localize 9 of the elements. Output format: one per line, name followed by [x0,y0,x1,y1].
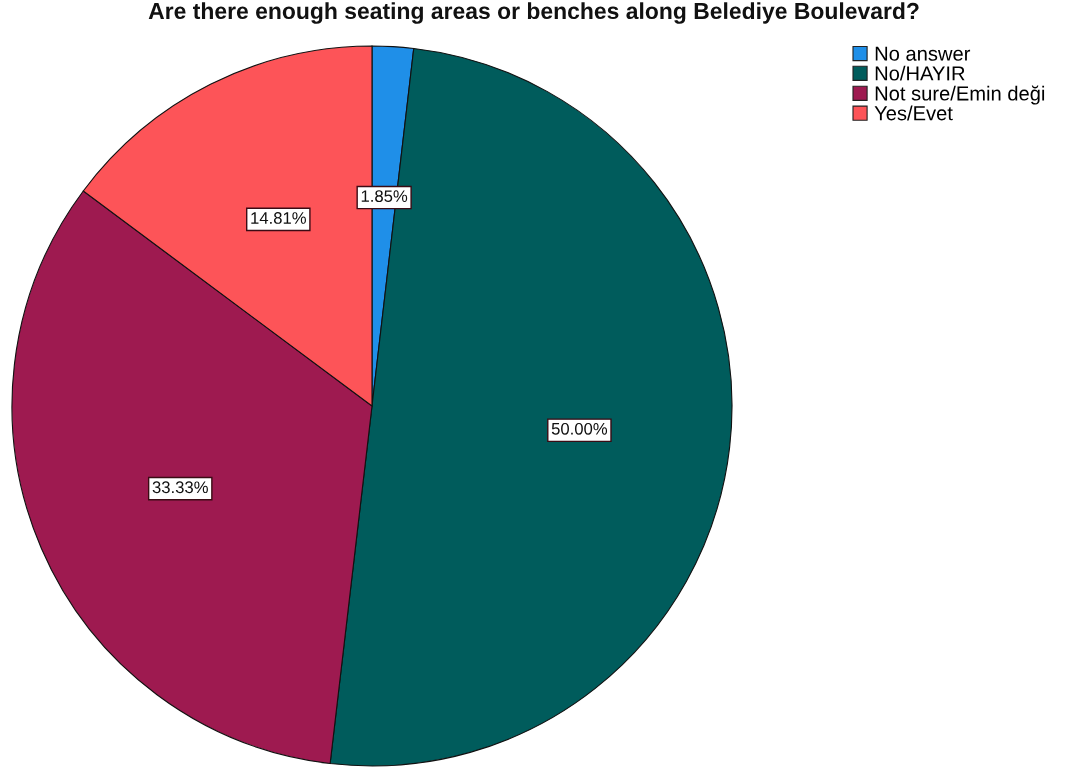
legend-label: No answer [875,46,971,61]
legend-label: No/HAYIR [875,65,965,81]
data-label: 50.00% [551,422,608,435]
data-label: 14.81% [251,212,306,224]
chart-title: Are there enough seating areas or benches along Belediye Boulevard? [148,2,919,24]
legend-label: Yes/Evet [874,105,953,121]
data-label: 1.85% [361,190,408,203]
legend-label: Not sure/Emin deği [875,85,1045,105]
data-label: 33.33% [152,481,208,494]
